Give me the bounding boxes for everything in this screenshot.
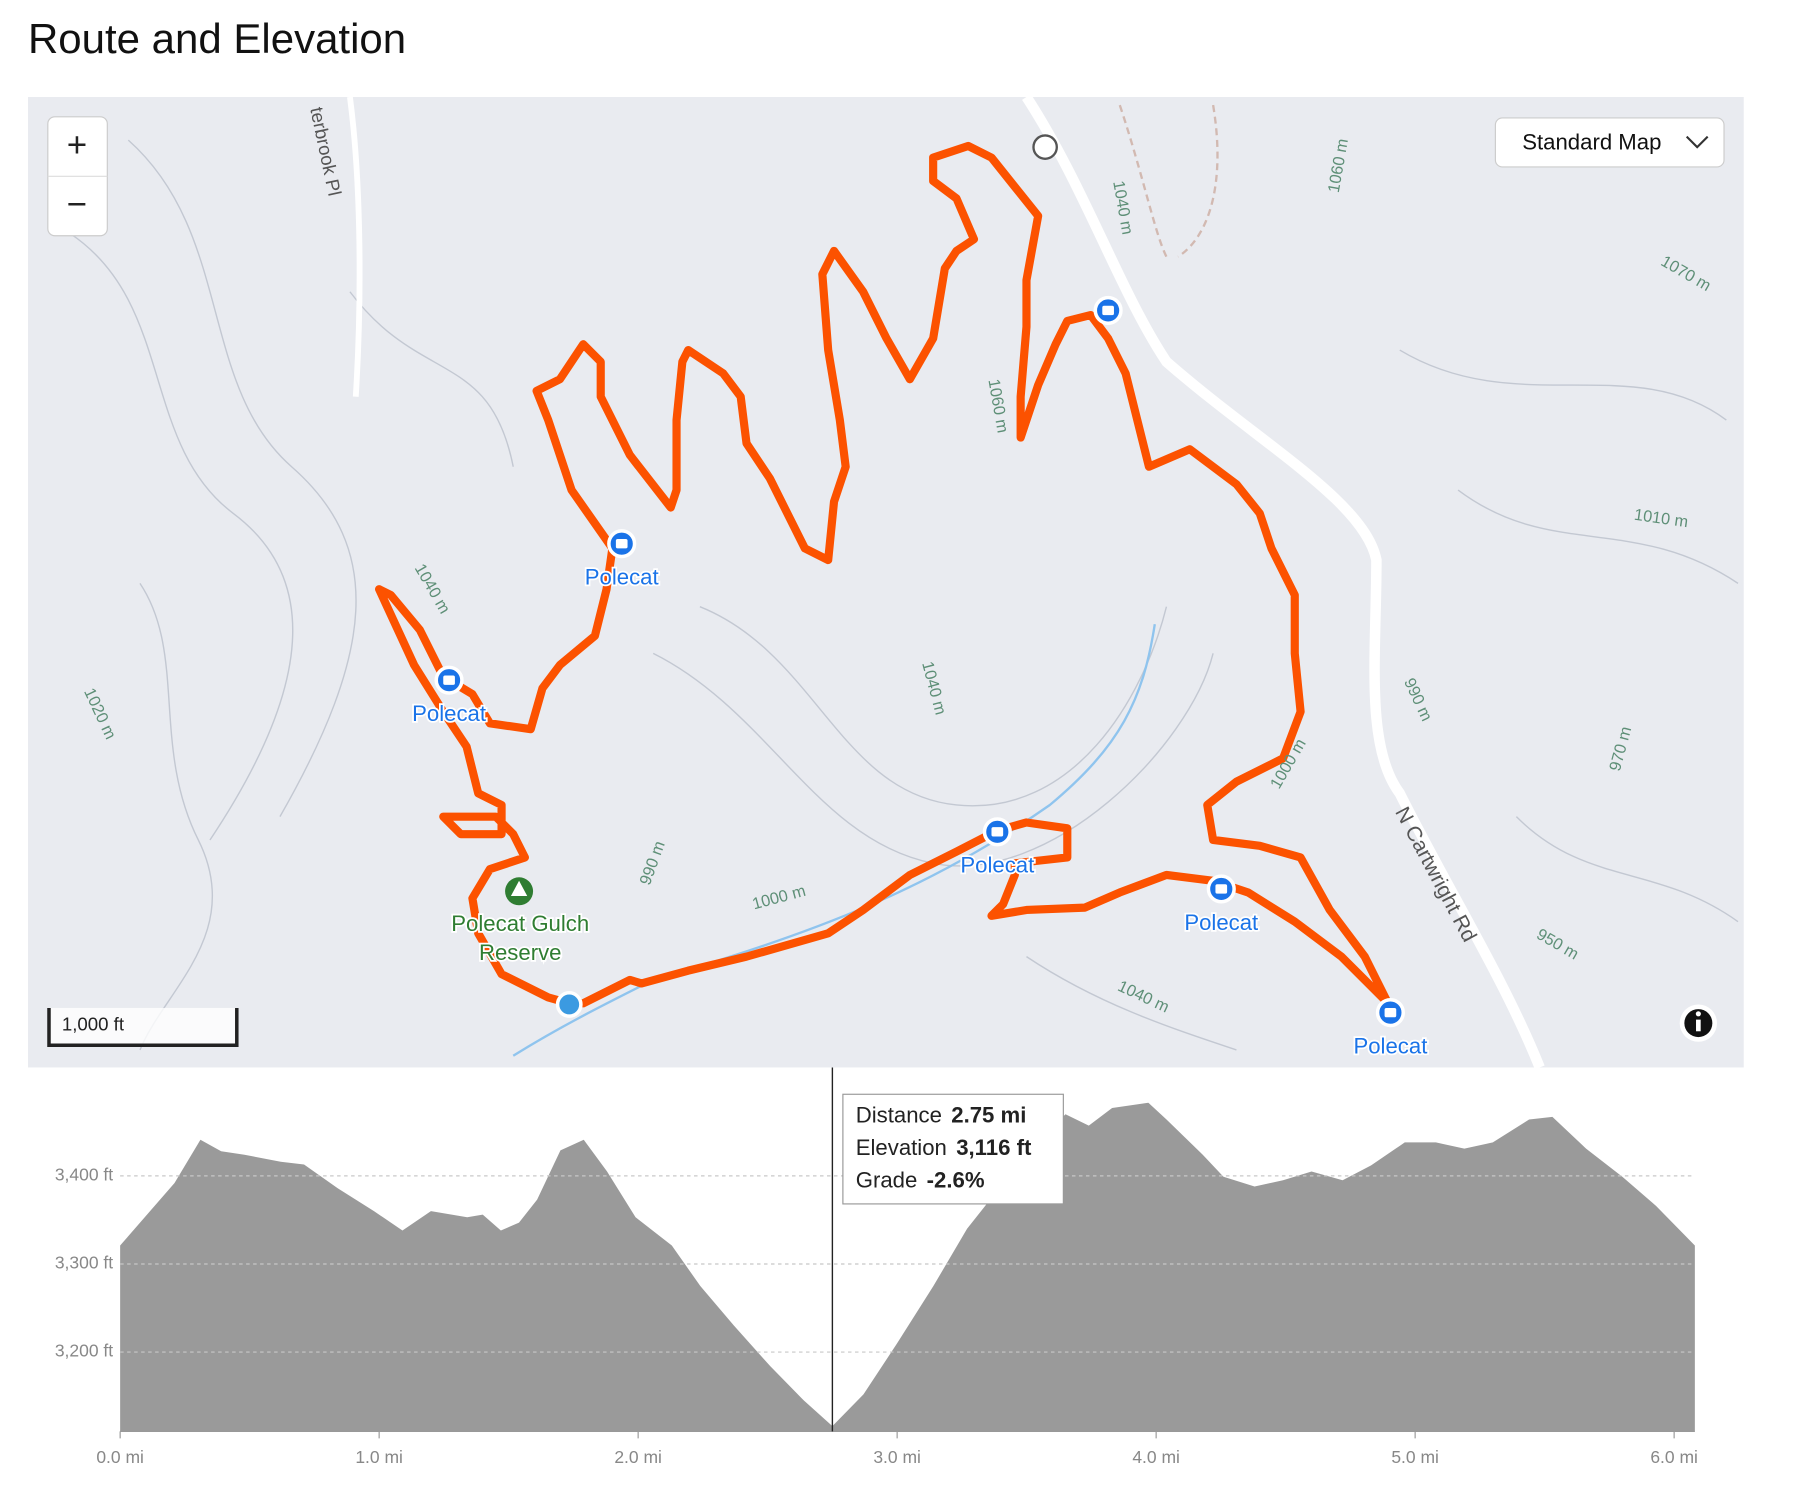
elevation-chart: 3,200 ft 3,300 ft 3,400 ft 0.0 mi 1.0 mi 2.0 … — [55, 1067, 1698, 1467]
x-tick-label: 3.0 mi — [873, 1447, 921, 1467]
finish-marker — [1032, 134, 1058, 160]
road — [347, 96, 363, 397]
poi-icon — [1215, 884, 1228, 894]
zoom-in-button[interactable]: + — [67, 125, 87, 164]
poi-label[interactable]: Polecat — [1183, 908, 1260, 936]
tooltip-label: Grade — [856, 1168, 918, 1193]
elevation-area — [120, 1102, 1695, 1432]
poi-icon — [615, 539, 628, 549]
info-glyph — [1696, 1019, 1701, 1032]
poi-icon — [991, 827, 1004, 837]
tooltip-row: Distance 2.75 mi — [856, 1102, 1027, 1127]
poi-icon — [1102, 305, 1114, 316]
road — [1022, 96, 1545, 1068]
dropdown-caret — [1685, 135, 1709, 149]
x-tick-label: 1.0 mi — [355, 1447, 403, 1467]
zoom-out-button[interactable]: − — [67, 185, 87, 224]
y-tick-label: 3,300 ft — [55, 1253, 113, 1273]
y-tick-label: 3,400 ft — [55, 1165, 113, 1185]
poi-icon — [443, 675, 455, 685]
x-tick-label: 0.0 mi — [96, 1447, 144, 1467]
scale-label: 1,000 ft — [62, 1013, 125, 1034]
x-tick-label: 6.0 mi — [1650, 1447, 1698, 1467]
map: Polecat Polecat Polecat Polecat Polecat Polec… — [27, 96, 1744, 1068]
tooltip-value: 3,116 ft — [956, 1135, 1032, 1160]
map-type-dropdown[interactable] — [1494, 117, 1725, 168]
poi-label[interactable]: Polecat — [1352, 1032, 1429, 1060]
map-type-label[interactable]: Standard Map — [1522, 129, 1661, 154]
stream — [512, 624, 1156, 1057]
scale-bar-bg — [48, 1007, 237, 1046]
poi-label[interactable]: Polecat — [583, 563, 660, 591]
poi-icon — [1384, 1007, 1397, 1018]
x-tick-label: 2.0 mi — [614, 1447, 662, 1467]
tooltip-row: Grade -2.6% — [856, 1168, 985, 1193]
reserve-label[interactable]: Polecat Gulch — [450, 909, 591, 937]
tooltip-label: Distance — [856, 1102, 942, 1127]
tooltip — [842, 1093, 1064, 1205]
tooltip-row: Elevation 3,116 ft — [856, 1135, 1032, 1160]
tooltip-value: -2.6% — [927, 1168, 985, 1193]
park-icon-tree — [510, 880, 528, 896]
x-tick-label: 4.0 mi — [1132, 1447, 1180, 1467]
page-title: Route and Elevation — [28, 15, 406, 62]
tooltip-label: Elevation — [856, 1135, 947, 1160]
poi-label[interactable]: Polecat — [959, 851, 1036, 879]
info-glyph — [1695, 1011, 1701, 1017]
trail — [1118, 104, 1219, 258]
start-marker — [555, 991, 583, 1018]
x-tick-label: 5.0 mi — [1391, 1447, 1439, 1467]
contours — [69, 139, 1739, 1051]
y-tick-label: 3,200 ft — [55, 1341, 113, 1361]
scale-bar — [47, 1007, 239, 1048]
poi-label[interactable]: Polecat — [410, 699, 487, 727]
reserve-label[interactable]: Reserve — [477, 938, 563, 966]
tooltip-value: 2.75 mi — [951, 1102, 1026, 1127]
